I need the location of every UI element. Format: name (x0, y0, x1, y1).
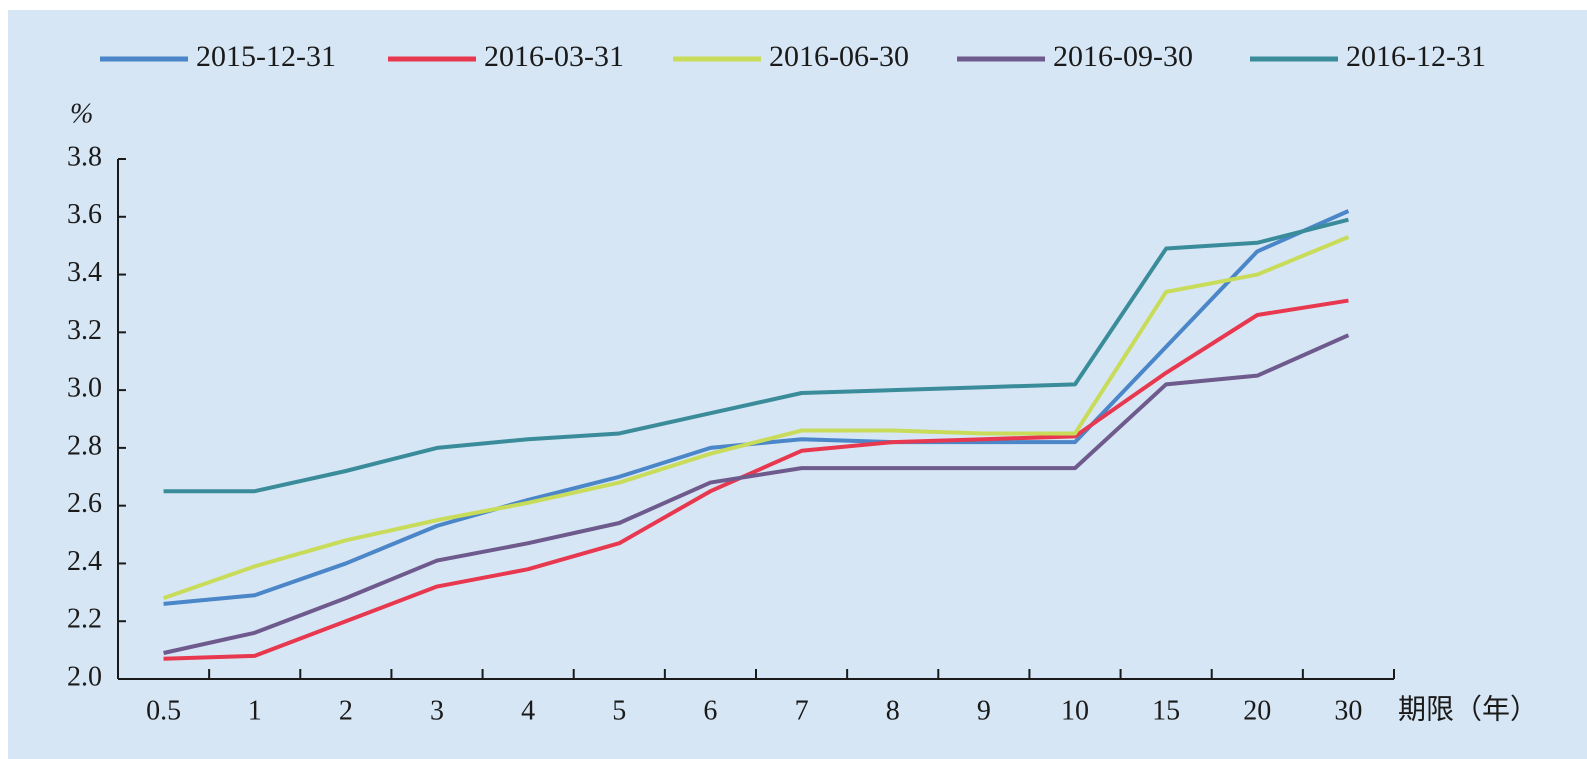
background (8, 10, 1587, 759)
y-tick-label: 3.6 (67, 199, 102, 230)
y-tick-label: 3.2 (67, 315, 102, 346)
y-tick-label: 2.6 (67, 488, 102, 519)
legend-label: 2015-12-31 (196, 40, 336, 73)
x-tick-label: 8 (886, 695, 900, 726)
x-tick-label: 9 (977, 695, 991, 726)
y-tick-label: 3.4 (67, 257, 102, 288)
x-axis-label: 期限（年） (1398, 693, 1538, 725)
y-axis-label: % (70, 98, 93, 129)
series-line (163, 298, 1349, 661)
x-tick-label: 2 (339, 695, 353, 726)
legend-label: 2016-12-31 (1346, 40, 1486, 73)
y-tick-label: 2.0 (67, 661, 102, 692)
x-tick-label: 3 (430, 695, 444, 726)
legend-label: 2016-06-30 (769, 40, 909, 73)
x-tick-label: 20 (1243, 695, 1271, 726)
series-line (162, 235, 1350, 600)
series-line (163, 333, 1350, 655)
y-tick-label: 3.8 (67, 141, 102, 172)
y-tick-label: 2.4 (67, 546, 102, 577)
series-line (163, 217, 1349, 494)
y-tick-label: 2.2 (67, 604, 102, 635)
x-tick-label: 6 (703, 695, 717, 726)
x-tick-label: 0.5 (146, 695, 181, 726)
x-tick-label: 7 (795, 695, 809, 726)
x-tick-label: 5 (612, 695, 626, 726)
x-tick-label: 10 (1061, 695, 1089, 726)
x-tick-label: 30 (1334, 695, 1362, 726)
x-tick-label: 15 (1152, 695, 1180, 726)
legend-label: 2016-03-31 (484, 40, 624, 73)
y-tick-label: 3.0 (67, 373, 102, 404)
legend-label: 2016-09-30 (1053, 40, 1193, 73)
x-tick-label: 4 (521, 695, 535, 726)
y-tick-label: 2.8 (67, 430, 102, 461)
x-tick-label: 1 (248, 695, 262, 726)
